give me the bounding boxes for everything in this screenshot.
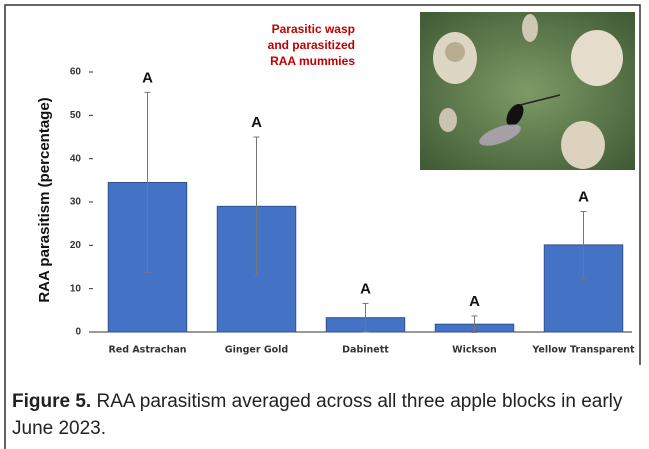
y-tick-label: 20 <box>70 240 82 251</box>
significance-letter: A <box>360 280 371 297</box>
chart: Parasitic wasp and parasitized RAA mummies… <box>0 0 649 449</box>
y-axis-label: RAA parasitism (percentage) <box>36 97 53 302</box>
page: {"chart_data": {"type": "bar", "y_label"… <box>0 0 649 449</box>
y-tick-label: 50 <box>70 110 82 121</box>
x-tick-label: Dabinett <box>342 345 389 356</box>
x-tick-label: Yellow Transparent <box>531 345 635 356</box>
inset-label: Parasitic wasp and parasitized RAA mummies <box>268 22 356 68</box>
significance-letter: A <box>251 114 262 131</box>
significance-letter: A <box>578 189 589 206</box>
photo-inset <box>420 12 635 170</box>
x-tick-label: Red Astrachan <box>108 345 186 356</box>
figure-caption: Figure 5. RAA parasitism averaged across… <box>12 388 632 442</box>
inset-label-line: RAA mummies <box>270 54 355 68</box>
y-tick-label: 40 <box>70 153 82 164</box>
y-tick-label: 0 <box>75 327 81 338</box>
x-tick-label: Wickson <box>452 345 497 356</box>
caption-label: Figure 5. <box>12 391 91 412</box>
significance-letter: A <box>142 69 153 86</box>
caption-text: RAA parasitism averaged across all three… <box>12 391 622 439</box>
y-tick-label: 30 <box>70 197 82 208</box>
inset-label-line: and parasitized <box>268 38 355 52</box>
y-tick-label: 10 <box>70 283 82 294</box>
significance-letter: A <box>469 293 480 310</box>
x-tick-label: Ginger Gold <box>225 345 288 356</box>
inset-label-line: Parasitic wasp <box>272 22 355 36</box>
y-tick-label: 60 <box>70 67 82 78</box>
